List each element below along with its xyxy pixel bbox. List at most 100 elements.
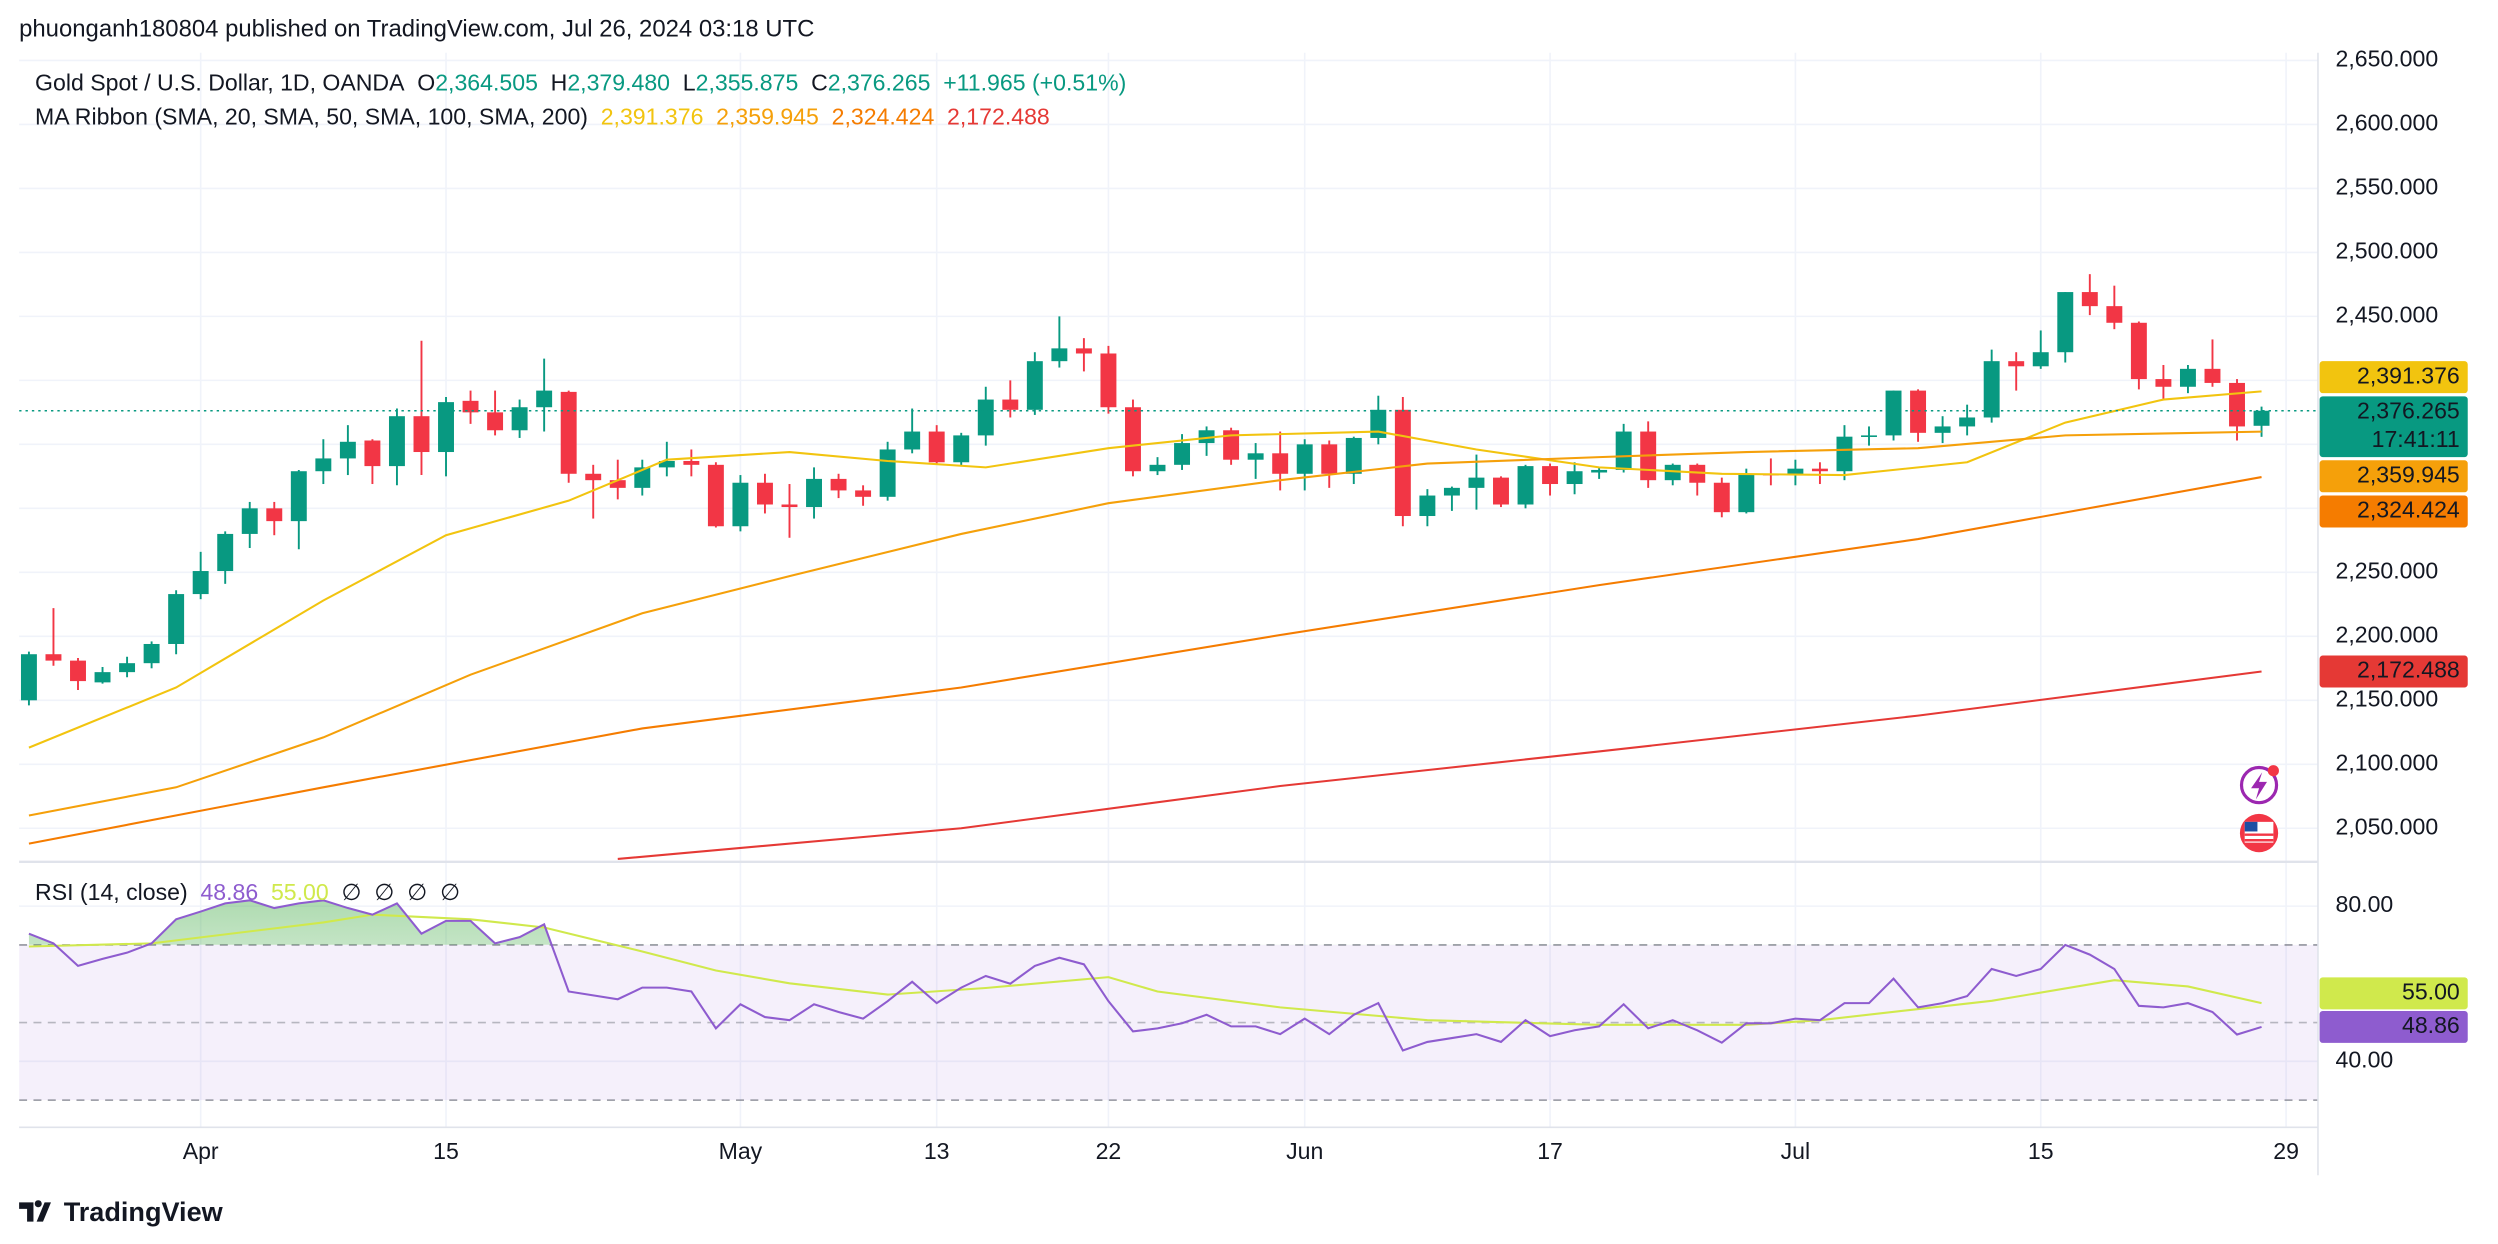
- candle-body: [364, 440, 381, 467]
- candle-body: [928, 431, 945, 463]
- candle-body: [585, 473, 602, 481]
- candle-body: [781, 504, 798, 508]
- y-tick-label: 40.00: [2336, 1046, 2394, 1072]
- ohlc-value: 2,364.505: [435, 70, 538, 96]
- ma-legend-value: 2,172.488: [947, 103, 1050, 129]
- price-tag-box: [2319, 495, 2468, 528]
- candle-body: [1370, 409, 1387, 438]
- ohlc-value: 2,376.265: [828, 70, 931, 96]
- x-tick-label: 15: [2028, 1138, 2054, 1164]
- price-tag: 2,359.945: [2319, 460, 2468, 493]
- ma-line: [617, 670, 2262, 861]
- candle-body: [1664, 464, 1681, 481]
- y-tick-label: 2,050.000: [2336, 813, 2439, 839]
- price-tag-label: 2,359.945: [2357, 461, 2460, 487]
- price-tag: 55.00: [2319, 977, 2468, 1010]
- icon-bolt: [2251, 772, 2267, 800]
- candle-body: [1443, 487, 1460, 496]
- candle-body: [1174, 443, 1191, 465]
- candle-body: [192, 571, 209, 595]
- ma-line: [28, 476, 2262, 845]
- candle-body: [1861, 435, 1877, 437]
- candle-body: [1959, 417, 1976, 427]
- ohlc-key: O: [417, 70, 435, 96]
- candle-body: [2204, 368, 2221, 383]
- candle-body: [462, 400, 479, 413]
- candle-body: [1100, 353, 1117, 408]
- candle-body: [339, 441, 356, 459]
- candle-body: [45, 654, 62, 661]
- tag-layer: 2,376.265 17:41:11 2,391.376 2,359.945 2,324…: [2319, 361, 2468, 1043]
- alert-icon[interactable]: [2239, 765, 2279, 805]
- candle-body: [1051, 348, 1068, 362]
- price-tag: 2,391.376: [2319, 361, 2468, 394]
- candle-body: [2155, 379, 2172, 387]
- candle-body: [1934, 426, 1951, 433]
- y-tick-label: 2,100.000: [2336, 749, 2439, 775]
- y-tick-label: 2,600.000: [2336, 110, 2439, 136]
- candle-body: [1885, 390, 1902, 436]
- candle-body: [388, 416, 405, 467]
- candle-body: [806, 478, 822, 508]
- candle-body: [560, 391, 577, 474]
- candle-body: [1075, 348, 1092, 354]
- x-tick-label: 15: [433, 1138, 459, 1164]
- price-tag: 2,324.424: [2319, 495, 2468, 528]
- icon-flag-canton: [2244, 821, 2258, 832]
- candle-body: [953, 435, 970, 463]
- rsi-ma-line: [28, 913, 2262, 1026]
- x-tick-label: 29: [2273, 1138, 2299, 1164]
- rsi-legend-value: 48.86: [200, 879, 258, 905]
- rsi-pane: [19, 899, 2318, 1101]
- price-tag-box: [2319, 977, 2468, 1010]
- candle-body: [855, 490, 872, 497]
- candle-body: [1296, 444, 1313, 474]
- candle-body: [1321, 444, 1338, 474]
- rsi-line: [28, 899, 2262, 1052]
- candle-body: [1002, 399, 1019, 410]
- candle-body: [904, 431, 921, 450]
- legend-placeholder: ∅: [341, 879, 361, 905]
- rsi-title: RSI (14, close): [35, 879, 188, 905]
- price-tag-label: 2,391.376: [2357, 362, 2460, 388]
- price-tag-box: [2319, 361, 2468, 394]
- candle-body: [1419, 495, 1436, 517]
- ma-line: [28, 390, 2262, 749]
- ohlc-value: 2,379.480: [567, 70, 670, 96]
- candle-body: [94, 672, 111, 683]
- price-tag-label: 2,172.488: [2357, 657, 2460, 683]
- candle-body: [2253, 410, 2270, 426]
- candle-body: [290, 471, 307, 522]
- brand-name: TradingView: [64, 1196, 224, 1227]
- candle-body: [1198, 430, 1215, 444]
- candle-body: [2130, 322, 2147, 380]
- price-tag-box: [2319, 1010, 2468, 1043]
- price-tag-label: 17:41:11: [2372, 426, 2460, 452]
- candle-body: [1125, 407, 1141, 472]
- publisher-line: phuonganh180804 published on TradingView…: [19, 16, 814, 43]
- legend-placeholder: ∅: [374, 879, 394, 905]
- y-tick-label: 80.00: [2336, 891, 2394, 917]
- price-tag: 48.86: [2319, 1010, 2468, 1043]
- ma-line: [28, 430, 2262, 817]
- candle-body: [70, 660, 86, 682]
- symbol-legend: Gold Spot / U.S. Dollar, 1D, OANDA O2,364…: [35, 70, 1126, 96]
- economic-events-icon[interactable]: [2239, 813, 2279, 853]
- candle-body: [609, 480, 626, 488]
- candle-body: [2032, 352, 2049, 367]
- ma-legend-value: 2,391.376: [601, 103, 704, 129]
- candle-body: [438, 402, 454, 453]
- candle-body: [2008, 361, 2025, 367]
- icon-dot: [2267, 765, 2279, 777]
- candle-body: [1272, 453, 1289, 474]
- candle-body: [879, 449, 896, 497]
- candle-body: [1983, 361, 2000, 418]
- ohlc-key: H: [551, 70, 568, 96]
- price-tag-box: [2319, 460, 2468, 493]
- candle-body: [756, 482, 773, 505]
- candle-body: [1223, 430, 1240, 460]
- candle-body: [1566, 471, 1583, 485]
- candle-body: [536, 390, 553, 408]
